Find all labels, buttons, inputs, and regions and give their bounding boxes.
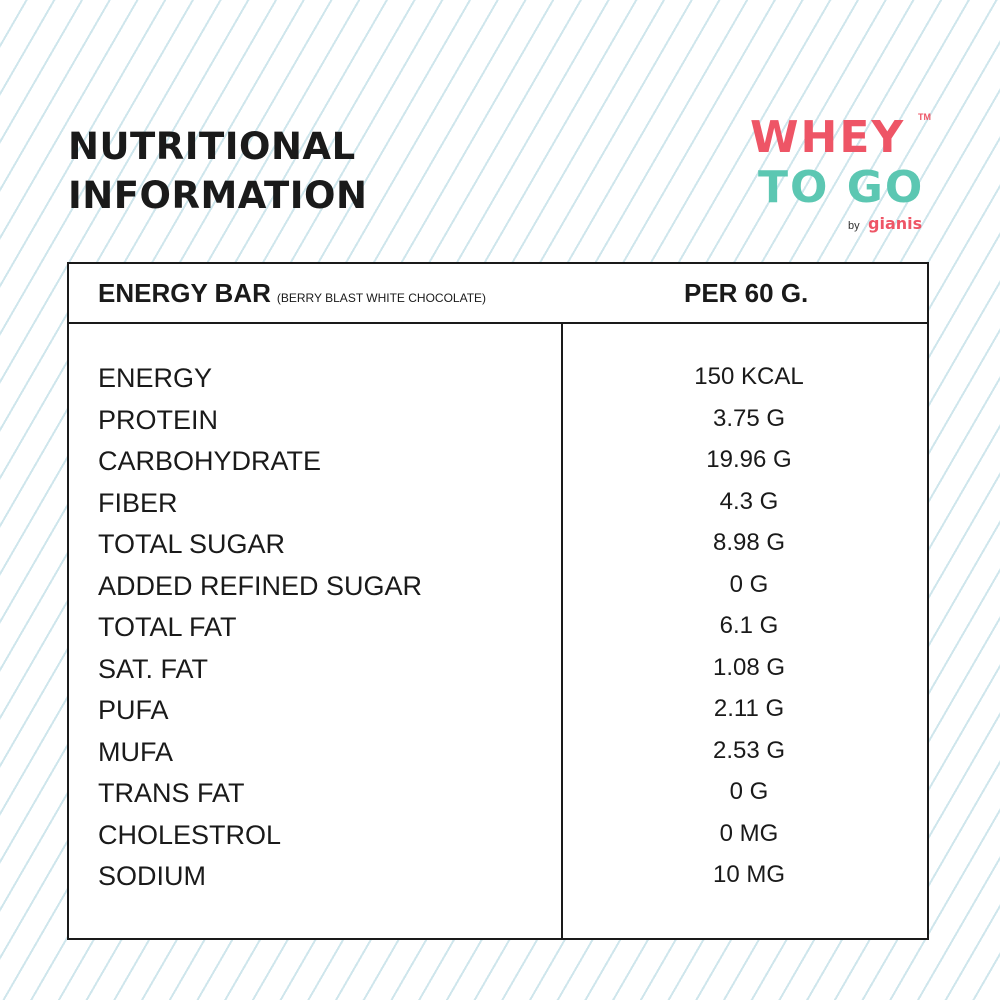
logo-by-text: by — [848, 220, 860, 232]
nutrient-name: TRANS FAT — [98, 778, 245, 808]
nutrient-name: SAT. FAT — [98, 653, 209, 684]
nutrient-name: TOTAL FAT — [98, 612, 237, 642]
table-row: FIBER 4.3 G — [69, 486, 927, 528]
logo-brand-name: gianis — [868, 214, 923, 233]
nutrition-table: ENERGY BAR (BERRY BLAST WHITE CHOCOLATE) … — [67, 262, 929, 940]
nutrient-name: CHOLESTROL — [98, 819, 282, 850]
nutrient-value: 6.1 G — [719, 612, 779, 639]
nutrient-value: 0 MG — [719, 819, 779, 847]
nutrient-list: ENERGY 150 KCAL PROTEIN 3.75 G CARBOHYDRAT… — [69, 361, 927, 901]
logo-trademark: TM — [918, 112, 931, 122]
nutrient-name: ADDED REFINED SUGAR — [98, 570, 423, 601]
table-row: ENERGY 150 KCAL — [69, 361, 927, 403]
nutrient-value: 150 KCAL — [694, 363, 804, 390]
brand-logo: WHEY TM TO GO by gianis — [744, 108, 944, 243]
nutrient-value: 0 G — [729, 778, 769, 805]
nutrient-value: 10 MG — [712, 861, 786, 888]
nutrient-name: PROTEIN — [98, 404, 219, 435]
nutrient-value: 1.08 G — [712, 653, 786, 681]
product-variant: (BERRY BLAST WHITE CHOCOLATE) — [276, 291, 487, 305]
nutrient-value: 2.53 G — [712, 736, 786, 764]
nutrient-value: 0 G — [729, 570, 769, 598]
table-row: MUFA 2.53 G — [69, 735, 927, 777]
title-line-2: INFORMATION — [68, 174, 368, 217]
logo-line-2: TO GO — [758, 162, 925, 213]
product-heading: ENERGY BAR (BERRY BLAST WHITE CHOCOLATE) — [98, 278, 486, 309]
table-row: TOTAL FAT 6.1 G — [69, 610, 927, 652]
nutrient-value: 19.96 G — [706, 446, 792, 473]
table-row: TRANS FAT 0 G — [69, 776, 927, 818]
nutrient-name: TOTAL SUGAR — [98, 529, 286, 559]
nutrient-value: 2.11 G — [713, 695, 785, 722]
table-row: SODIUM 10 MG — [69, 859, 927, 901]
nutrient-name: PUFA — [98, 695, 169, 725]
nutrient-name: CARBOHYDRATE — [98, 446, 322, 476]
nutrient-value: 3.75 G — [712, 404, 786, 432]
serving-size-heading: PER 60 G. — [684, 278, 809, 308]
nutrient-name: ENERGY — [98, 363, 213, 393]
nutrient-name: FIBER — [98, 487, 178, 518]
column-divider — [561, 322, 563, 940]
nutrient-value: 4.3 G — [719, 487, 779, 515]
nutrient-name: SODIUM — [98, 861, 206, 891]
product-name: ENERGY BAR — [98, 278, 271, 308]
table-row: CARBOHYDRATE 19.96 G — [69, 444, 927, 486]
title-line-1: NUTRITIONAL — [68, 125, 356, 168]
nutrient-value: 8.98 G — [712, 529, 786, 556]
nutrient-name: MUFA — [98, 736, 174, 767]
table-row: SAT. FAT 1.08 G — [69, 652, 927, 694]
table-row: CHOLESTROL 0 MG — [69, 818, 927, 860]
table-row: PUFA 2.11 G — [69, 693, 927, 735]
table-row: ADDED REFINED SUGAR 0 G — [69, 569, 927, 611]
table-row: PROTEIN 3.75 G — [69, 403, 927, 445]
table-row: TOTAL SUGAR 8.98 G — [69, 527, 927, 569]
logo-line-1: WHEY — [750, 112, 906, 163]
page-title: NUTRITIONAL INFORMATION — [68, 122, 367, 220]
table-header: ENERGY BAR (BERRY BLAST WHITE CHOCOLATE) … — [69, 264, 927, 324]
